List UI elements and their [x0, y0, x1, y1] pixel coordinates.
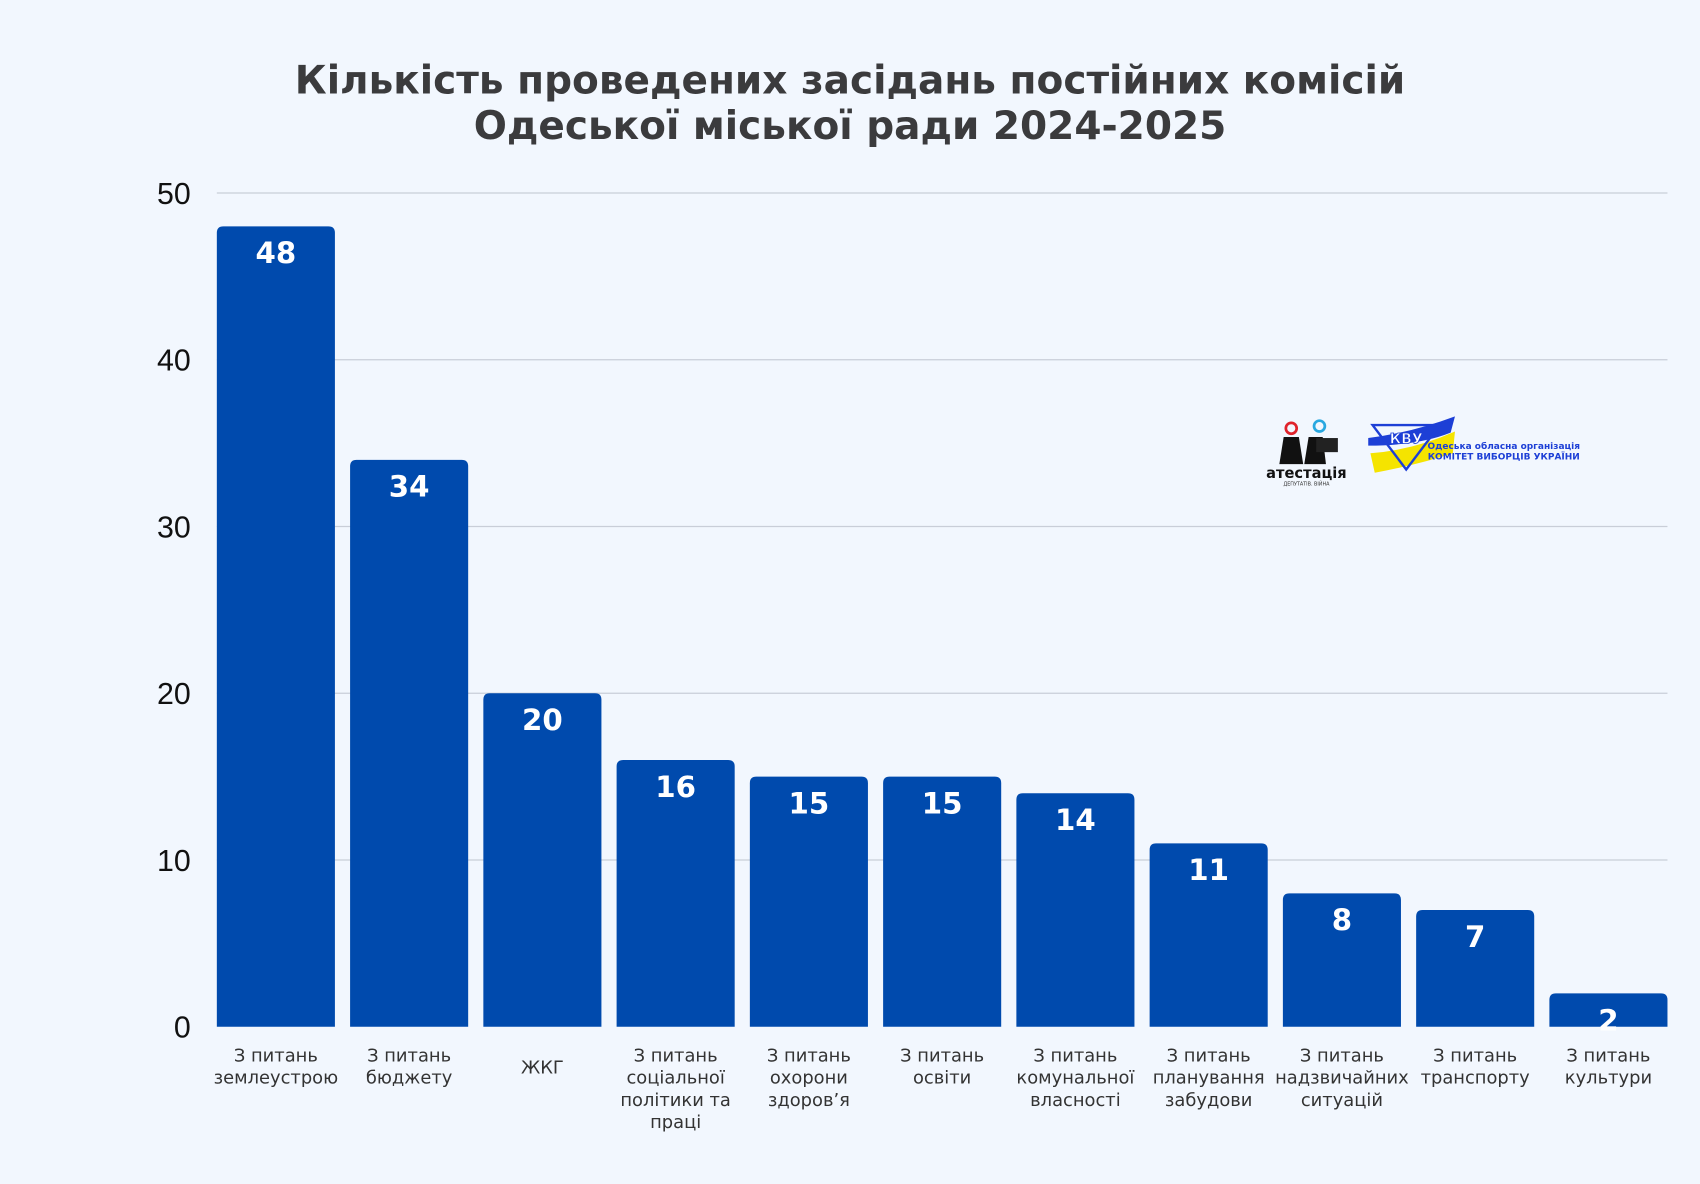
data-label: 48 — [256, 236, 297, 270]
x-tick-label: освіти — [913, 1068, 971, 1089]
atestatsia-logo-subtext: ДЕПУТАТІВ. ВІЙНА — [1283, 481, 1330, 488]
bars: 48 34 20 16 15 15 14 11 8 7 2 — [216, 226, 1668, 1037]
bar — [1282, 893, 1401, 1027]
atestatsia-logo: атестація ДЕПУТАТІВ. ВІЙНА — [1266, 419, 1347, 488]
x-tick-label: здоров’я — [768, 1090, 850, 1111]
bar — [749, 776, 868, 1027]
x-tick-label: З питань — [634, 1045, 718, 1066]
data-label: 20 — [522, 703, 563, 737]
data-label: 34 — [389, 470, 430, 504]
x-tick-label: охорони — [770, 1068, 848, 1089]
x-tick-label: З питань — [234, 1045, 318, 1066]
y-tick-label: 40 — [157, 345, 191, 378]
bar — [1149, 843, 1268, 1027]
x-tick-label: праці — [650, 1112, 701, 1133]
x-tick-label: З питань — [900, 1045, 984, 1066]
atestatsia-logo-text: атестація — [1266, 465, 1347, 482]
y-tick-label: 20 — [157, 678, 191, 711]
data-label: 14 — [1055, 803, 1096, 837]
x-tick-label: З питань — [1167, 1045, 1251, 1066]
x-tick-label: соціальної — [626, 1068, 725, 1089]
x-tick-label: ситуацій — [1301, 1090, 1383, 1111]
bar — [350, 459, 469, 1027]
data-label: 15 — [789, 786, 830, 820]
y-tick-label: 0 — [174, 1012, 191, 1045]
x-tick-label: політики та — [620, 1090, 731, 1111]
data-label: 7 — [1465, 920, 1485, 954]
bar — [883, 776, 1002, 1027]
data-label: 8 — [1332, 903, 1352, 937]
x-tick-label: З питань — [767, 1045, 851, 1066]
bar — [1016, 793, 1135, 1027]
kvu-logo: КВУ Одеська обласна організація КОМІТЕТ … — [1368, 416, 1580, 473]
x-tick-label: власності — [1030, 1090, 1121, 1111]
kvu-logo-line-1: Одеська обласна організація — [1427, 441, 1580, 452]
x-tick-label: бюджету — [366, 1068, 453, 1089]
data-label: 11 — [1188, 853, 1229, 887]
x-tick-label: надзвичайних — [1275, 1068, 1409, 1089]
x-tick-label: комунальної — [1016, 1068, 1135, 1089]
chart-title-line-2: Одеської міської ради 2024-2025 — [474, 104, 1227, 149]
x-tick-label: З питань — [1433, 1045, 1517, 1066]
x-tick-label: культури — [1565, 1068, 1652, 1089]
kvu-logo-mark: КВУ — [1390, 431, 1423, 447]
x-tick-label: землеустрою — [214, 1068, 339, 1089]
x-tick-label: З питань — [367, 1045, 451, 1066]
bar — [483, 693, 602, 1027]
kvu-logo-line-2: КОМІТЕТ ВИБОРЦІВ УКРАЇНИ — [1428, 452, 1580, 463]
x-tick-label: транспорту — [1421, 1068, 1531, 1089]
bar — [616, 759, 735, 1027]
data-label: 2 — [1598, 1003, 1618, 1037]
data-label: 16 — [655, 770, 696, 804]
x-tick-label: З питань — [1566, 1045, 1650, 1066]
y-tick-label: 50 — [157, 178, 191, 211]
x-tick-label: планування — [1153, 1068, 1265, 1089]
bar — [1549, 993, 1668, 1027]
y-tick-label: 30 — [157, 511, 191, 544]
x-tick-label: забудови — [1165, 1090, 1253, 1111]
y-tick-label: 10 — [157, 845, 191, 878]
data-label: 15 — [922, 786, 963, 820]
bar — [1416, 910, 1535, 1027]
x-tick-label: З питань — [1033, 1045, 1117, 1066]
y-axis: 0 10 20 30 40 50 — [157, 178, 191, 1045]
chart-title-line-1: Кількість проведених засідань постійних … — [295, 58, 1405, 103]
x-tick-label: З питань — [1300, 1045, 1384, 1066]
x-tick-label: ЖКГ — [521, 1057, 564, 1078]
bar — [216, 226, 335, 1027]
